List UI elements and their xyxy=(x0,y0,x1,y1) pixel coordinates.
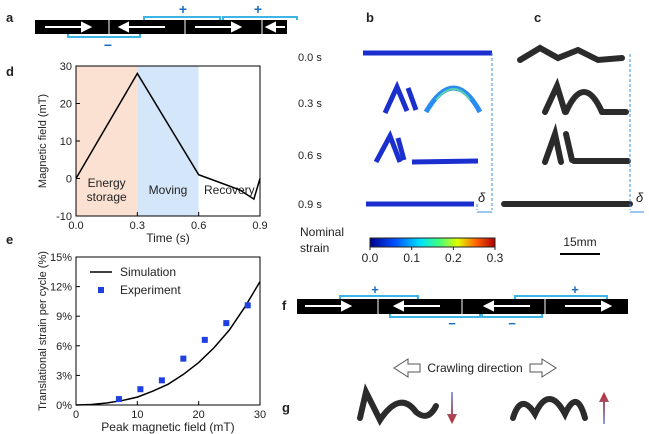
legend-swatch xyxy=(98,287,104,293)
time-label: 0.0 s xyxy=(298,52,322,64)
point xyxy=(158,377,165,384)
y-tick-label: -10 xyxy=(56,211,72,223)
panel-label: a xyxy=(6,10,14,25)
y-tick-label: 15% xyxy=(50,252,72,264)
sign: + xyxy=(571,282,579,297)
field-arrow xyxy=(599,392,609,424)
y-tick-label: 10 xyxy=(60,136,72,148)
y-tick-label: 9% xyxy=(56,311,72,323)
y-axis-label: Magnetic field (mT) xyxy=(37,94,49,188)
legend-label: Experiment xyxy=(120,283,181,297)
line xyxy=(75,281,261,406)
panel-label: d xyxy=(6,64,14,79)
panel-label: e xyxy=(6,232,13,247)
direction-arrow xyxy=(393,358,421,378)
panel-label: g xyxy=(282,400,290,415)
sign: + xyxy=(254,1,262,17)
scale-label: 15mm xyxy=(563,235,596,249)
region-label: storage xyxy=(87,190,127,204)
panel-label: b xyxy=(366,10,374,25)
colorbar-tick-label: 0.3 xyxy=(487,251,504,265)
sign: + xyxy=(371,282,379,297)
line xyxy=(75,72,261,201)
crawler-photos xyxy=(357,383,588,426)
region-label: Recovery xyxy=(204,183,255,197)
field-arrow xyxy=(447,392,457,424)
panel-label: c xyxy=(534,10,541,25)
point xyxy=(115,396,122,403)
x-tick-label: 0.3 xyxy=(130,220,145,232)
legend-label: Simulation xyxy=(120,265,176,279)
time-label: 0.9 s xyxy=(298,199,322,211)
region-label: Moving xyxy=(149,183,188,197)
point xyxy=(201,336,208,343)
point xyxy=(180,355,187,362)
x-axis-label: Peak magnetic field (mT) xyxy=(101,420,234,434)
x-tick-label: 0.0 xyxy=(68,220,83,232)
crawling-label: Crawling direction xyxy=(427,361,522,375)
y-axis-label: Translational strain per cycle (%) xyxy=(37,251,49,411)
delta: δ xyxy=(478,190,486,205)
simulation-frames xyxy=(363,50,492,207)
colorbar-tick-label: 0.2 xyxy=(445,251,462,265)
region xyxy=(198,66,260,216)
y-tick-label: 0 xyxy=(66,174,72,186)
magnet-strip-f xyxy=(297,295,628,318)
colorbar-title: strain xyxy=(300,241,329,255)
colorbar-tick-label: 0.1 xyxy=(403,251,420,265)
x-tick-label: 0 xyxy=(73,409,79,421)
y-tick-label: 20 xyxy=(60,99,72,111)
x-tick-label: 10 xyxy=(131,409,143,421)
y-tick-label: 30 xyxy=(60,61,72,73)
time-label: 0.6 s xyxy=(298,150,322,162)
delta: δ xyxy=(636,190,644,205)
y-tick-label: 3% xyxy=(56,370,72,382)
photo-frames xyxy=(501,44,633,207)
point xyxy=(137,386,144,393)
colorbar-title: Nominal xyxy=(300,225,344,239)
colorbar xyxy=(369,237,496,248)
direction-arrow xyxy=(529,358,557,378)
panel-label: f xyxy=(282,298,287,313)
x-tick-label: 0.6 xyxy=(191,220,206,232)
sign: − xyxy=(104,37,112,53)
x-tick-label: 30 xyxy=(254,409,266,421)
colorbar-tick-label: 0.0 xyxy=(362,251,379,265)
x-axis-label: Time (s) xyxy=(146,231,190,245)
time-label: 0.3 s xyxy=(298,98,322,110)
point xyxy=(223,320,230,327)
sign: + xyxy=(179,1,187,17)
y-tick-label: 6% xyxy=(56,341,72,353)
x-tick-label: 20 xyxy=(193,409,205,421)
plot-frame xyxy=(75,256,261,406)
region-label: Energy xyxy=(88,176,126,190)
sign: − xyxy=(448,316,456,331)
x-tick-label: 0.9 xyxy=(252,220,267,232)
y-tick-label: 0% xyxy=(56,400,72,412)
sign: − xyxy=(508,316,516,331)
magnet-strip-a xyxy=(35,16,298,38)
point xyxy=(244,302,251,309)
y-tick-label: 12% xyxy=(50,282,72,294)
